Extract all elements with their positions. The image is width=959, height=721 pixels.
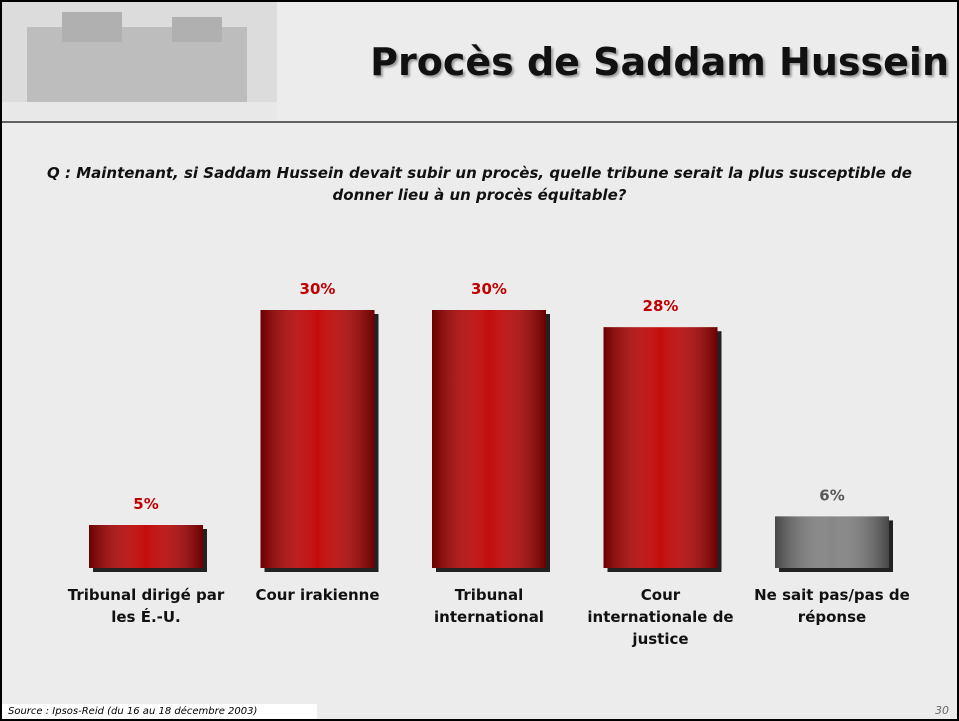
bar-shade [775,516,889,568]
category-label: Tribunal international [409,584,569,628]
bar-shade [261,310,375,568]
source: Source : Ipsos-Reid (du 16 au 18 décembr… [2,704,317,719]
category-label: Cour internationale de justice [581,584,741,650]
slide: 5% 30% 30% 28% 6% Procès de Saddam Hussein Q… [0,0,959,721]
bar-shade [432,310,546,568]
category-label: Ne sait pas/pas de réponse [752,584,912,628]
bar-shade [89,525,203,568]
value-label: 6% [819,486,844,504]
value-label: 28% [643,297,679,315]
page-number: 30 [935,704,949,717]
category-label: Tribunal dirigé par les É.-U. [66,584,226,628]
title: Procès de Saddam Hussein [370,40,949,84]
value-label: 30% [300,280,336,298]
category-label: Cour irakienne [238,584,398,606]
header-photo [2,2,277,120]
bar-shade [604,327,718,568]
question: Q : Maintenant, si Saddam Hussein devait… [22,162,937,206]
value-label: 30% [471,280,507,298]
value-label: 5% [133,495,158,513]
